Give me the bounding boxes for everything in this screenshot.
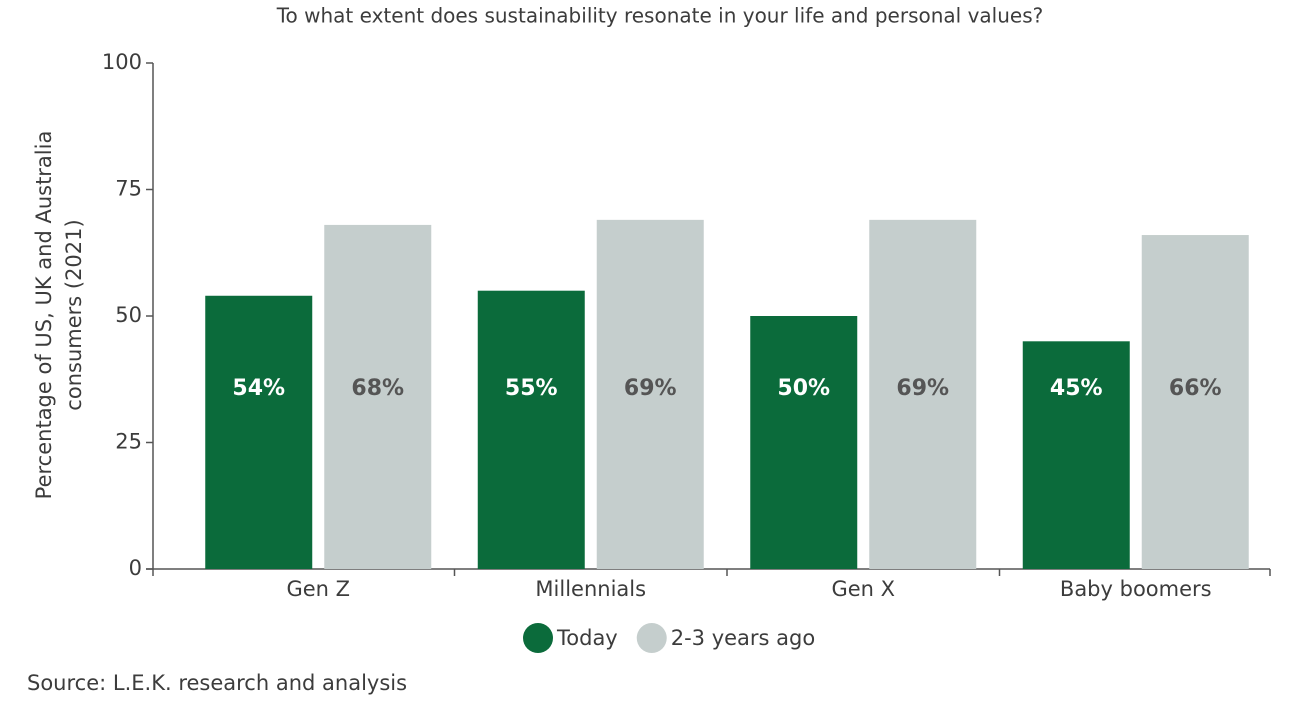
x-tick-label: Gen Z	[286, 577, 350, 601]
y-tick-label: 0	[129, 556, 142, 580]
x-tick-label: Baby boomers	[1060, 577, 1212, 601]
bar	[1141, 235, 1249, 570]
legend-label: Today	[556, 626, 618, 650]
bar	[477, 290, 585, 569]
x-tick-label: Millennials	[535, 577, 646, 601]
legend-swatch	[636, 623, 667, 653]
value-label: 54%	[232, 376, 285, 401]
y-axis-title: Percentage of US, UK and Australia consu…	[32, 131, 86, 500]
value-label: 50%	[777, 376, 830, 401]
y-tick-label: 25	[115, 430, 142, 454]
bar	[596, 219, 704, 570]
legend-swatch	[523, 623, 553, 653]
value-label: 55%	[505, 376, 558, 401]
bar	[750, 316, 858, 569]
x-tick-label: Gen X	[831, 577, 895, 601]
legend-label: 2-3 years ago	[671, 626, 816, 650]
bar	[1022, 341, 1130, 569]
y-tick-label: 100	[102, 50, 142, 74]
value-label: 66%	[1169, 376, 1222, 401]
chart-title: To what extent does sustainability reson…	[276, 4, 1044, 28]
value-label: 68%	[351, 376, 404, 401]
value-label: 69%	[896, 376, 949, 401]
y-axis-title-line: consumers (2021)	[62, 219, 86, 410]
y-tick-label: 50	[115, 303, 142, 327]
value-label: 45%	[1050, 376, 1103, 401]
bar	[869, 219, 977, 570]
y-axis-title-line: Percentage of US, UK and Australia	[32, 131, 56, 500]
value-label: 69%	[624, 376, 677, 401]
bar	[205, 295, 313, 569]
bar	[324, 224, 432, 570]
y-tick-label: 75	[115, 177, 142, 201]
source-note: Source: L.E.K. research and analysis	[27, 671, 407, 695]
